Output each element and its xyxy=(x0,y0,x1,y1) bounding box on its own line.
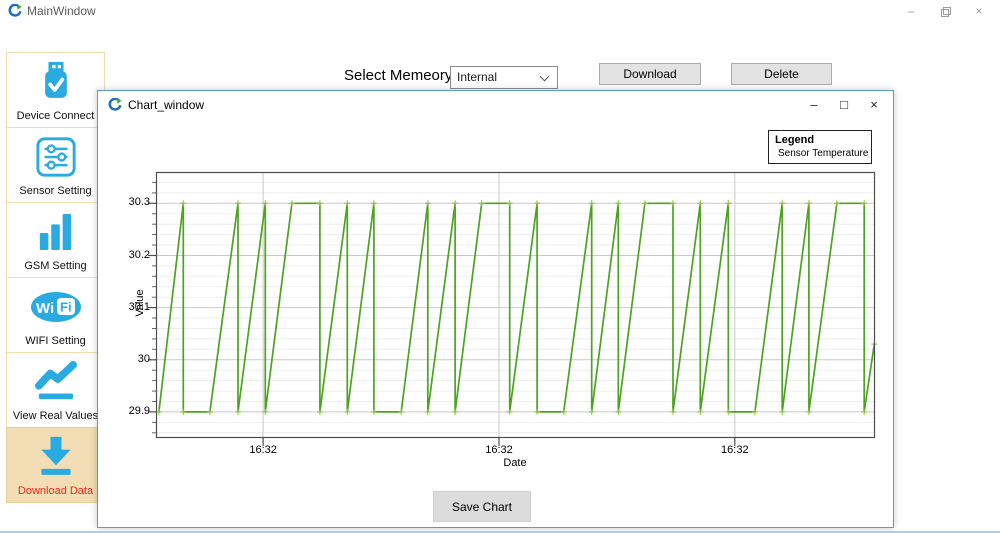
memory-dropdown[interactable]: Internal xyxy=(450,66,558,89)
sidebar-item-view-real-values[interactable]: View Real Values xyxy=(6,352,105,428)
chart-window-titlebar: Chart_window – □ × xyxy=(98,91,893,119)
app-icon xyxy=(8,4,22,18)
download-button[interactable]: Download xyxy=(599,63,701,85)
sidebar-item-label: Download Data xyxy=(7,485,104,497)
main-titlebar: MainWindow – × xyxy=(0,0,1000,22)
legend-entry: Sensor Temperature xyxy=(775,148,866,159)
trend-line-icon xyxy=(7,359,104,405)
chart-window-title: Chart_window xyxy=(128,98,204,112)
save-chart-button-label: Save Chart xyxy=(452,500,512,514)
minimize-icon: – xyxy=(810,97,817,112)
save-chart-button[interactable]: Save Chart xyxy=(433,491,531,522)
maximize-icon: □ xyxy=(840,97,848,112)
y-tick-label: 29.9 xyxy=(106,405,150,417)
memory-dropdown-value: Internal xyxy=(457,70,497,84)
y-tick-label: 30.3 xyxy=(106,196,150,208)
app-icon xyxy=(108,98,122,112)
signal-bars-icon xyxy=(7,209,104,255)
chart-legend: Legend Sensor Temperature xyxy=(768,130,872,164)
chart-close-button[interactable]: × xyxy=(859,93,889,115)
y-tick-label: 30 xyxy=(106,353,150,365)
window-title: MainWindow xyxy=(27,4,96,18)
legend-series-label: Sensor Temperature xyxy=(778,148,868,159)
x-tick-label: 16:32 xyxy=(241,444,285,456)
chart-minimize-button[interactable]: – xyxy=(799,93,829,115)
chart-plot-area xyxy=(156,172,875,438)
x-tick-label: 16:32 xyxy=(477,444,521,456)
y-tick-label: 30.2 xyxy=(106,249,150,261)
download-arrow-icon xyxy=(7,434,104,480)
sidebar-item-device-connect[interactable]: Device Connect xyxy=(6,52,105,128)
close-icon: × xyxy=(975,4,982,18)
sidebar-item-label: View Real Values xyxy=(7,410,104,422)
restore-button[interactable] xyxy=(928,0,962,22)
sidebar-item-gsm-setting[interactable]: GSM Setting xyxy=(6,202,105,278)
delete-button[interactable]: Delete xyxy=(731,63,832,85)
restore-icon xyxy=(941,7,949,15)
sliders-icon xyxy=(7,134,104,180)
chart-maximize-button[interactable]: □ xyxy=(829,93,859,115)
sidebar-item-wifi-setting[interactable]: Wi Fi WIFI Setting xyxy=(6,277,105,353)
main-window: MainWindow – × Device Connect xyxy=(0,0,1000,533)
select-memory-label: Select Memeory xyxy=(344,67,452,84)
close-icon: × xyxy=(870,97,878,112)
wifi-wi-text: Wi xyxy=(36,300,54,317)
sidebar-item-label: Sensor Setting xyxy=(7,185,104,197)
close-button[interactable]: × xyxy=(962,0,996,22)
usb-check-icon xyxy=(7,59,104,105)
minimize-button[interactable]: – xyxy=(894,0,928,22)
delete-button-label: Delete xyxy=(764,67,799,81)
x-tick-label: 16:32 xyxy=(713,444,757,456)
sidebar-item-sensor-setting[interactable]: Sensor Setting xyxy=(6,127,105,203)
sidebar-item-download-data[interactable]: Download Data xyxy=(6,427,105,503)
chevron-down-icon xyxy=(540,72,550,82)
y-axis-title: Value xyxy=(134,273,146,333)
download-button-label: Download xyxy=(623,67,676,81)
wifi-fi-text: Fi xyxy=(60,300,72,315)
sidebar-item-label: WIFI Setting xyxy=(7,335,104,347)
x-axis-title: Date xyxy=(495,457,535,469)
wifi-icon: Wi Fi xyxy=(7,284,104,330)
legend-title: Legend xyxy=(775,134,866,147)
chart-window: Chart_window – □ × Legend Sensor Tempera… xyxy=(97,90,894,528)
sidebar-item-label: GSM Setting xyxy=(7,260,104,272)
minimize-icon: – xyxy=(908,4,915,18)
sidebar-item-label: Device Connect xyxy=(7,110,104,122)
